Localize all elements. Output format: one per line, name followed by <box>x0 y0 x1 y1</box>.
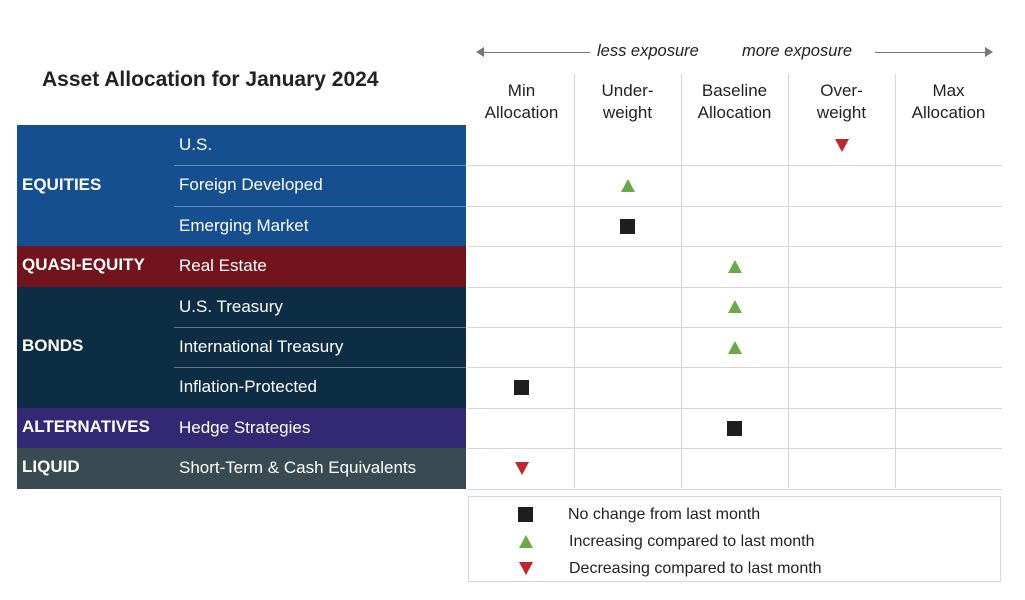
square-icon <box>620 218 635 234</box>
category-name: QUASI-EQUITY <box>22 255 145 275</box>
row-separator <box>174 367 466 369</box>
row-separator <box>174 165 466 167</box>
asset-class-label: U.S. <box>179 135 213 154</box>
category-block: ALTERNATIVES <box>17 407 466 449</box>
category-block: LIQUID <box>17 448 466 489</box>
column-header-line: Under- <box>601 81 654 100</box>
column-divider <box>574 74 575 488</box>
up-triangle-icon <box>620 179 635 193</box>
right-arrow-line <box>875 52 987 53</box>
column-divider <box>681 74 682 488</box>
down-triangle-icon <box>834 138 849 152</box>
exposure-scale: less exposure more exposure <box>470 40 1000 66</box>
less-exposure-label: less exposure <box>597 42 699 60</box>
column-header-line: Baseline <box>701 81 768 100</box>
legend-item-no-change: No change from last month <box>469 503 1000 527</box>
up-triangle-icon <box>519 535 533 548</box>
square-icon <box>518 507 533 522</box>
grid-line <box>468 488 1002 490</box>
up-triangle-icon <box>727 340 742 354</box>
category-name: ALTERNATIVES <box>22 416 150 436</box>
asset-class-label: Real Estate <box>179 256 267 276</box>
square-icon <box>514 380 529 396</box>
chart-title: Asset Allocation for January 2024 <box>42 68 379 91</box>
grid-line <box>468 246 1002 248</box>
column-divider <box>895 74 896 488</box>
left-arrow-line <box>480 52 590 53</box>
asset-class-label: Emerging Market <box>179 215 309 235</box>
column-header: Baseline Allocation <box>681 80 788 124</box>
column-header-line: Min <box>507 81 536 100</box>
row-separator <box>174 205 466 207</box>
up-triangle-icon <box>727 259 742 273</box>
asset-class-label: Hedge Strategies <box>179 417 311 437</box>
category-name: BONDS <box>22 336 84 356</box>
grid-line <box>468 448 1002 450</box>
column-header-line: Max <box>932 81 965 100</box>
square-icon <box>727 420 742 436</box>
legend-label: No change from last month <box>568 506 761 523</box>
column-divider <box>788 74 789 488</box>
column-header-line: Allocation <box>911 103 986 122</box>
grid-line <box>468 327 1002 328</box>
asset-class-label: Foreign Developed <box>179 175 323 195</box>
right-arrow-icon <box>985 47 993 57</box>
grid-line <box>468 367 1002 369</box>
column-header: Min Allocation <box>468 80 575 124</box>
category-name: EQUITIES <box>22 174 102 194</box>
legend-label: Decreasing compared to last month <box>569 560 822 577</box>
legend: No change from last month Increasing com… <box>468 496 1001 582</box>
asset-class-label: International Treasury <box>179 337 344 356</box>
asset-class-label: Short-Term & Cash Equivalents <box>179 458 417 478</box>
column-header-line: weight <box>816 103 867 122</box>
row-separator <box>174 327 466 328</box>
column-header-line: Allocation <box>484 103 559 122</box>
asset-class-label: U.S. Treasury <box>179 296 283 316</box>
legend-item-decreasing: Decreasing compared to last month <box>469 557 1000 581</box>
category-name: LIQUID <box>22 457 80 477</box>
grid-line <box>468 165 1002 167</box>
category-block: BONDS <box>17 286 466 408</box>
grid-line <box>468 407 1002 409</box>
more-exposure-label: more exposure <box>742 42 853 60</box>
column-header-line: Over- <box>820 81 863 100</box>
legend-item-increasing: Increasing compared to last month <box>469 530 1000 554</box>
column-header: Under-weight <box>574 80 681 124</box>
category-block: EQUITIES <box>17 125 466 247</box>
asset-class-label: Inflation-Protected <box>179 377 317 397</box>
grid-line <box>468 205 1002 207</box>
up-triangle-icon <box>727 300 742 314</box>
column-header: Max Allocation <box>895 80 1002 124</box>
column-header-line: weight <box>602 103 653 122</box>
down-triangle-icon <box>519 562 533 575</box>
down-triangle-icon <box>514 461 529 475</box>
legend-label: Increasing compared to last month <box>569 533 815 550</box>
column-header: Over-weight <box>788 80 895 124</box>
grid-line <box>468 286 1002 288</box>
column-header-line: Allocation <box>697 103 772 122</box>
category-block: QUASI-EQUITY <box>17 246 466 287</box>
